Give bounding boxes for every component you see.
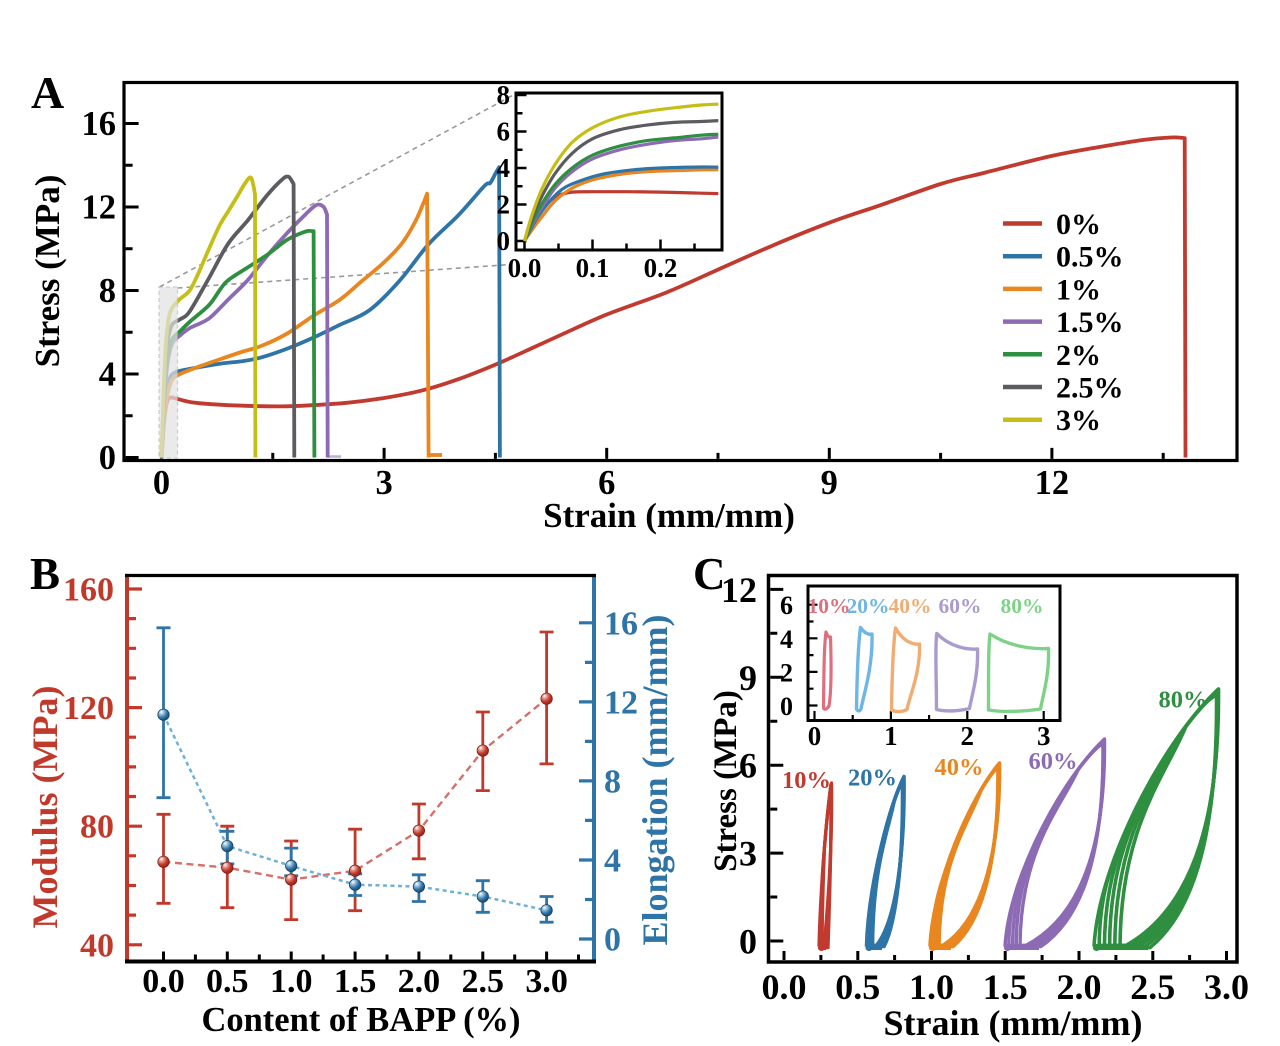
svg-text:2%: 2%: [1056, 339, 1101, 372]
svg-text:3: 3: [1037, 721, 1051, 751]
svg-text:10%: 10%: [808, 594, 851, 618]
svg-text:0: 0: [153, 464, 170, 502]
svg-text:0.5%: 0.5%: [1056, 241, 1124, 274]
svg-text:3%: 3%: [1056, 404, 1101, 437]
svg-text:1.0: 1.0: [270, 963, 313, 1000]
svg-text:A: A: [31, 67, 64, 118]
svg-text:3: 3: [739, 834, 757, 874]
svg-text:16: 16: [82, 105, 117, 143]
svg-text:3.0: 3.0: [1204, 967, 1249, 1007]
svg-text:Stress (MPa): Stress (MPa): [708, 690, 744, 872]
svg-text:0.0: 0.0: [142, 963, 185, 1000]
svg-text:2.5%: 2.5%: [1056, 372, 1124, 405]
svg-text:0: 0: [497, 226, 511, 256]
svg-text:10%: 10%: [782, 767, 831, 794]
svg-text:80%: 80%: [1001, 594, 1044, 618]
svg-text:6: 6: [739, 746, 757, 786]
svg-text:4: 4: [780, 625, 793, 654]
svg-text:B: B: [30, 549, 60, 599]
svg-text:40%: 40%: [889, 594, 932, 618]
svg-text:3.0: 3.0: [525, 963, 568, 1000]
svg-text:6: 6: [780, 591, 793, 620]
svg-text:8: 8: [604, 763, 621, 800]
svg-text:0: 0: [99, 439, 116, 477]
svg-text:3: 3: [375, 464, 392, 502]
svg-text:2: 2: [961, 721, 975, 751]
svg-text:60%: 60%: [939, 594, 982, 618]
svg-text:9: 9: [821, 464, 838, 502]
svg-text:12: 12: [721, 570, 757, 610]
svg-text:80%: 80%: [1159, 687, 1208, 714]
svg-text:40: 40: [80, 927, 114, 964]
svg-text:1: 1: [884, 721, 898, 751]
svg-text:0.0: 0.0: [508, 253, 542, 283]
svg-text:80: 80: [80, 809, 114, 846]
svg-text:0: 0: [739, 922, 757, 962]
svg-text:Modulus (MPa): Modulus (MPa): [25, 686, 65, 929]
svg-text:9: 9: [739, 658, 757, 698]
svg-text:0.5: 0.5: [835, 967, 880, 1007]
svg-text:Strain (mm/mm): Strain (mm/mm): [884, 1003, 1143, 1043]
svg-text:0.2: 0.2: [644, 253, 678, 283]
svg-text:2.5: 2.5: [462, 963, 505, 1000]
svg-text:0: 0: [604, 922, 621, 959]
svg-text:0%: 0%: [1056, 208, 1101, 241]
svg-text:1%: 1%: [1056, 273, 1101, 306]
svg-text:16: 16: [604, 605, 638, 642]
svg-text:4: 4: [99, 356, 116, 394]
svg-text:12: 12: [604, 684, 638, 721]
svg-text:20%: 20%: [848, 765, 897, 792]
svg-text:6: 6: [598, 464, 615, 502]
svg-text:6: 6: [497, 117, 511, 147]
svg-text:Content of BAPP (%): Content of BAPP (%): [201, 1001, 520, 1039]
svg-text:C: C: [693, 549, 726, 599]
svg-text:Stress (MPa): Stress (MPa): [28, 175, 67, 368]
svg-text:Strain (mm/mm): Strain (mm/mm): [543, 496, 795, 535]
svg-text:8: 8: [497, 80, 511, 110]
svg-text:60%: 60%: [1029, 748, 1078, 775]
svg-text:1.5%: 1.5%: [1056, 306, 1124, 339]
svg-text:2.0: 2.0: [1057, 967, 1102, 1007]
svg-text:Elongation (mm/mm): Elongation (mm/mm): [635, 615, 675, 946]
svg-text:2.0: 2.0: [398, 963, 441, 1000]
svg-text:40%: 40%: [935, 754, 984, 781]
svg-text:2: 2: [497, 190, 511, 220]
svg-text:160: 160: [63, 572, 114, 609]
svg-text:0.1: 0.1: [576, 253, 610, 283]
svg-text:2: 2: [780, 658, 793, 687]
svg-text:12: 12: [1035, 464, 1070, 502]
svg-text:0: 0: [808, 721, 822, 751]
svg-text:2.5: 2.5: [1130, 967, 1175, 1007]
svg-text:0: 0: [780, 692, 793, 721]
svg-text:1.5: 1.5: [983, 967, 1028, 1007]
svg-text:20%: 20%: [847, 594, 890, 618]
svg-text:0.0: 0.0: [762, 967, 807, 1007]
svg-text:12: 12: [82, 189, 117, 227]
svg-text:4: 4: [497, 153, 511, 183]
svg-text:1.0: 1.0: [909, 967, 954, 1007]
svg-text:4: 4: [604, 843, 621, 880]
svg-text:8: 8: [99, 272, 116, 310]
svg-text:120: 120: [63, 690, 114, 727]
svg-text:1.5: 1.5: [334, 963, 377, 1000]
svg-text:0.5: 0.5: [206, 963, 249, 1000]
